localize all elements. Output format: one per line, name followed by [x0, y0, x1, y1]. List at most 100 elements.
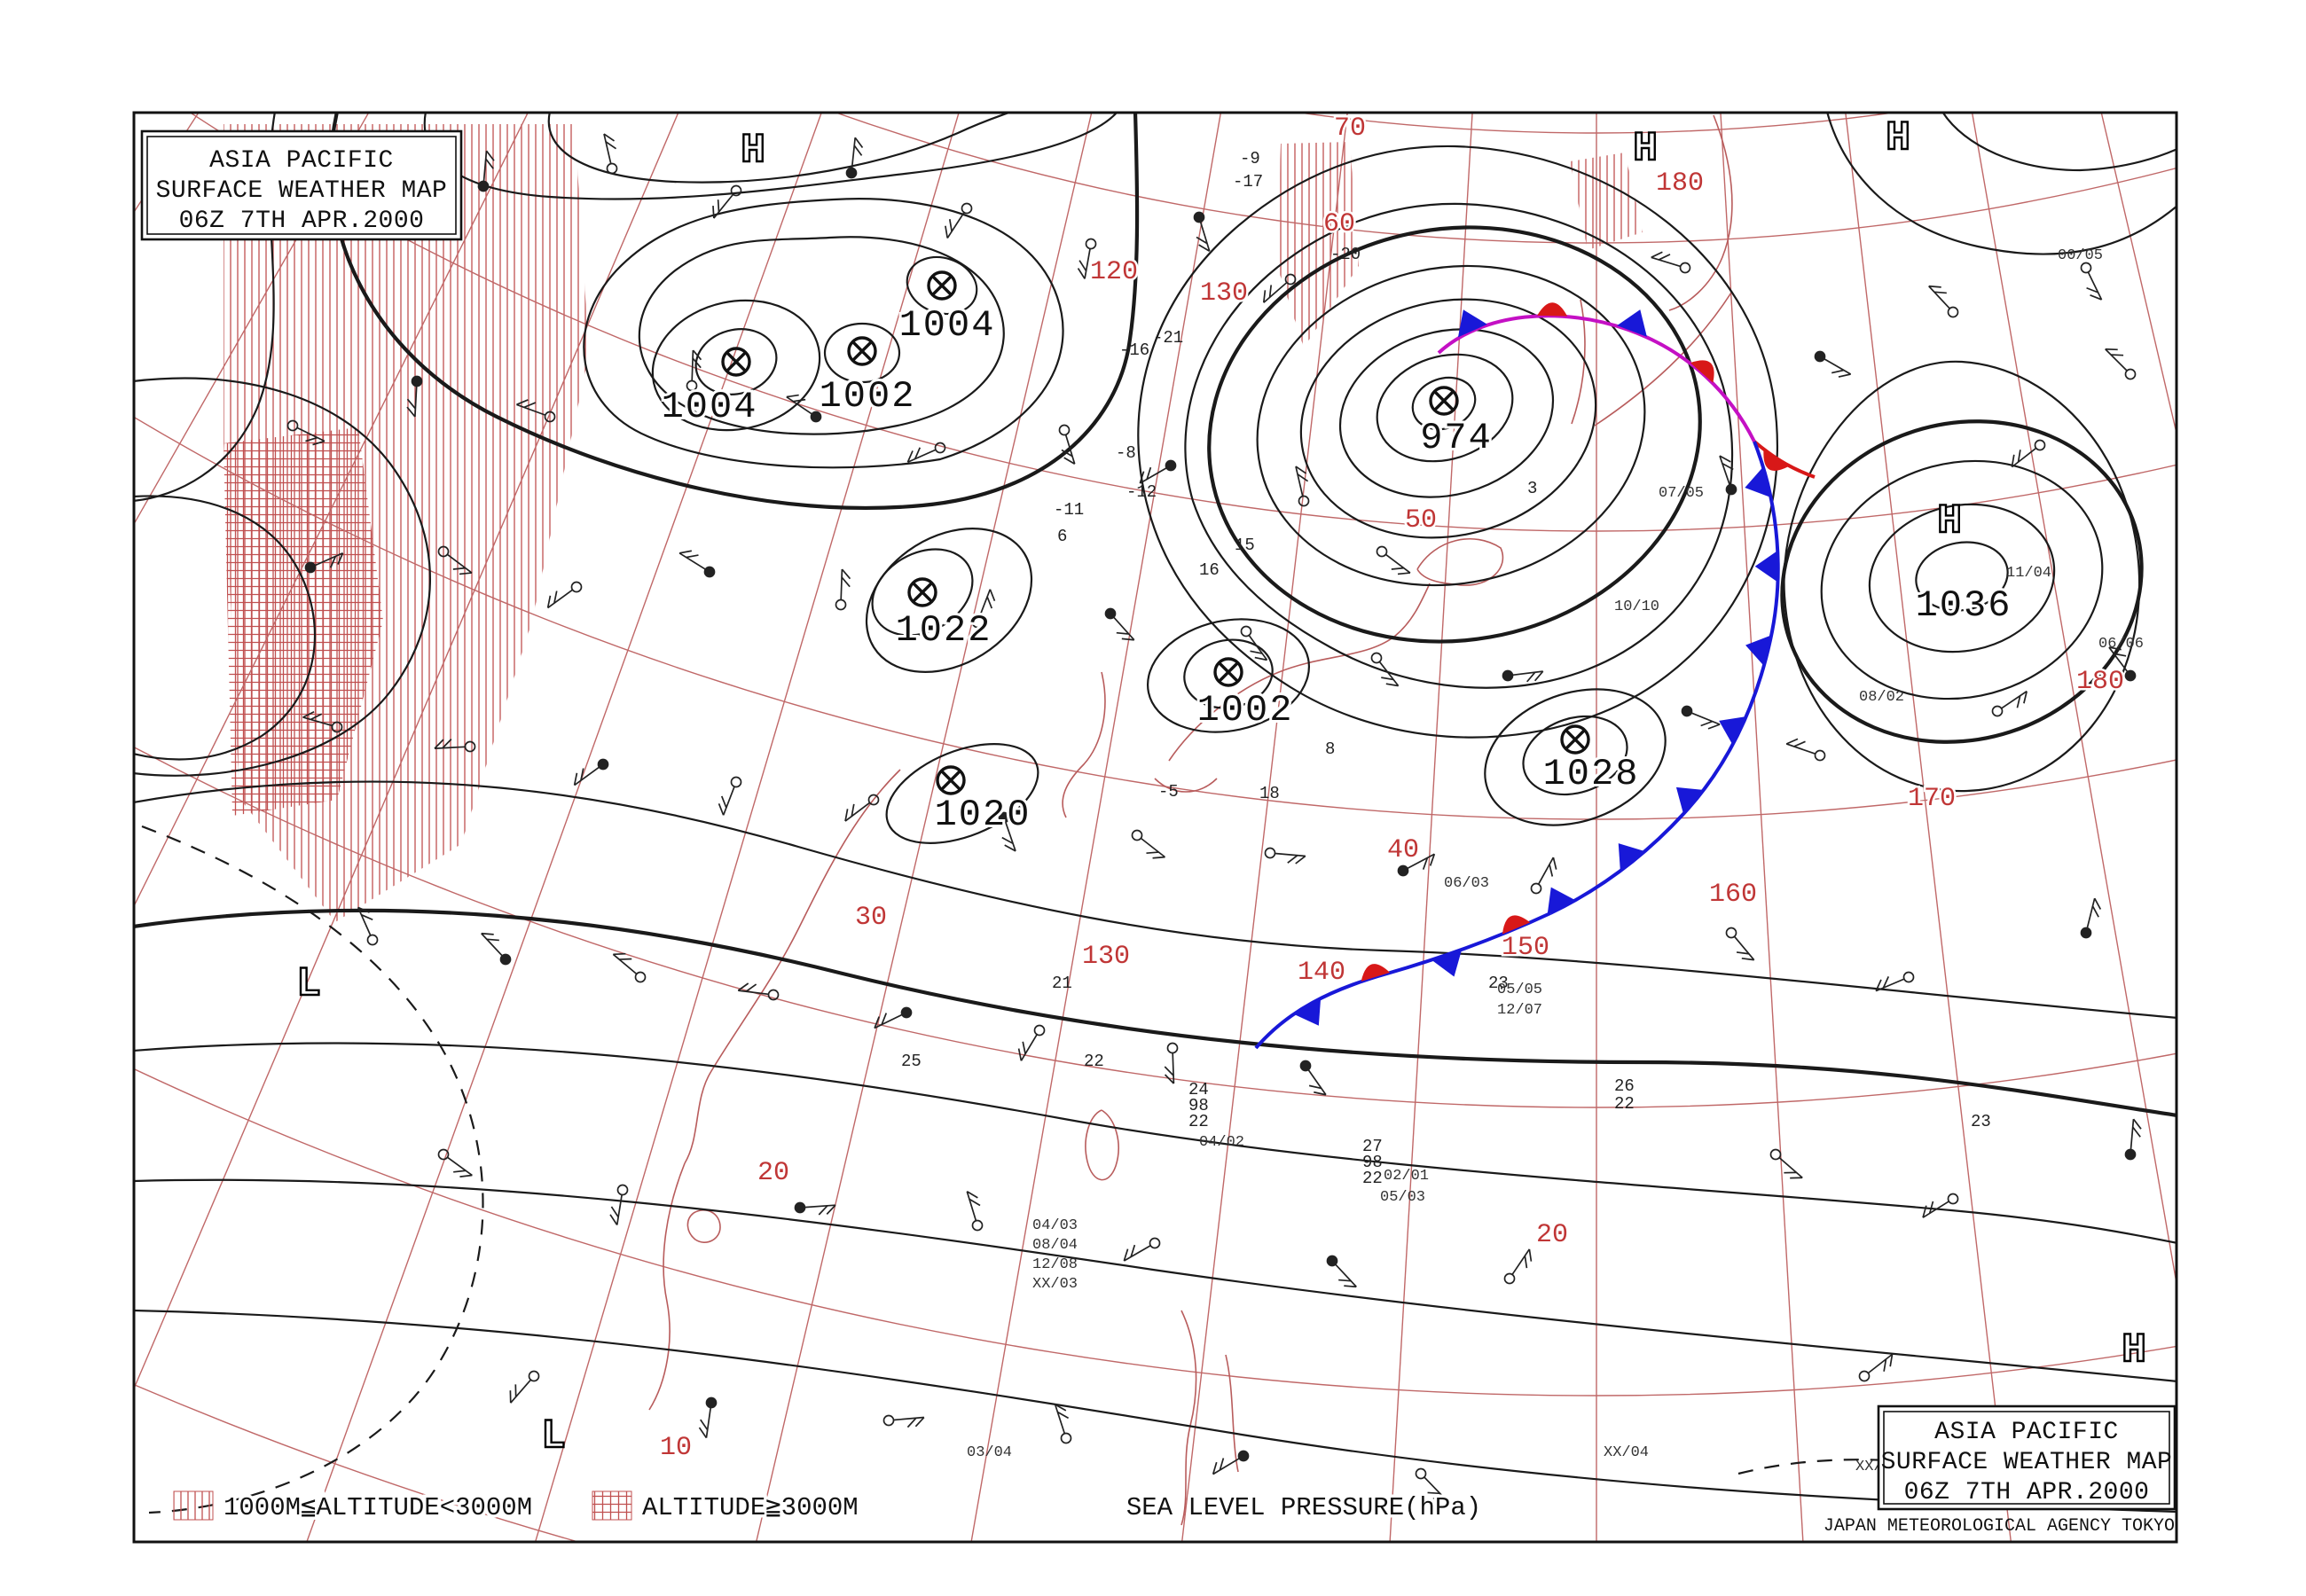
- cold-front-triangle: [1457, 309, 1487, 338]
- isobar: [1868, 503, 2056, 653]
- cold-front-triangle: [1547, 887, 1576, 915]
- low-pressure-center: 1028: [1541, 724, 1640, 798]
- pressure-value: 1022: [896, 609, 992, 652]
- station-plot: [1928, 285, 1959, 318]
- longitude-line: [755, 113, 1093, 1542]
- title-box-frame: [1877, 1404, 2177, 1511]
- station-plot: [1299, 1060, 1327, 1096]
- graticule-label: 50: [1405, 505, 1437, 536]
- pressure-letter-H: H: [2122, 1327, 2146, 1373]
- front-layer: [1254, 302, 1816, 1050]
- low-pressure-center: 1002: [1195, 657, 1294, 734]
- graticule-label: 140: [1298, 958, 1345, 988]
- station-value: -11: [1054, 500, 1084, 520]
- station-plot: [1212, 1450, 1250, 1475]
- station-plot: [686, 349, 702, 392]
- station-note: 05/05: [1497, 982, 1542, 998]
- station-plot: [2080, 262, 2103, 301]
- station-plot: [1769, 1148, 1803, 1179]
- longitude-line: [534, 113, 960, 1542]
- graticule-label: 130: [1200, 278, 1248, 309]
- terrain-hatch-region: [224, 427, 383, 816]
- warm-front-semicircle: [1763, 450, 1789, 471]
- station-plot: [516, 399, 556, 423]
- station-plot: [1017, 1024, 1046, 1061]
- station-plot: [882, 1414, 925, 1428]
- station-plot: [845, 137, 864, 179]
- longitude-line: [134, 113, 679, 1390]
- map-title: ASIA PACIFIC: [209, 147, 394, 175]
- cold-front: [1547, 441, 1780, 915]
- warm-front-semicircle: [1537, 302, 1568, 317]
- isobar: [1411, 376, 1477, 431]
- station-value: 27: [1362, 1137, 1383, 1156]
- cold-front-triangle: [1293, 998, 1322, 1026]
- station-note: 07/05: [1659, 485, 1704, 502]
- low-pressure-center: 1002: [817, 336, 916, 420]
- graticule-label: 160: [1709, 880, 1757, 910]
- cold-front-triangle: [1745, 466, 1771, 498]
- isobar: [823, 322, 901, 384]
- warm-front-semicircle: [1690, 360, 1714, 383]
- coastline: [684, 769, 901, 1164]
- station-value: -17: [1233, 172, 1263, 192]
- station-value: 24: [1188, 1080, 1209, 1099]
- isobar: [134, 1042, 2177, 1244]
- station-note: 12/08: [1032, 1256, 1078, 1273]
- low-center-symbol: [907, 577, 937, 607]
- low-center-symbol: [1213, 657, 1243, 687]
- low-center-symbol: [927, 270, 957, 301]
- station-note: 05/03: [1380, 1189, 1425, 1206]
- pressure-value: 1002: [820, 375, 916, 418]
- isobar: [1522, 715, 1628, 796]
- station-plot: [874, 1006, 913, 1029]
- agency-credit: JAPAN METEOROLOGICAL AGENCY TOKYO: [1824, 1516, 2175, 1537]
- letter-marker-layer: H H H L L H: [295, 114, 2147, 1460]
- isobar: [583, 198, 1064, 469]
- low-pressure-center: 1020: [932, 765, 1031, 839]
- station-plot: [612, 952, 647, 983]
- low-pressure-center: 974: [1417, 386, 1494, 462]
- station-value: 3: [1527, 479, 1537, 498]
- coastline: [1668, 114, 1733, 311]
- coastline: [686, 1209, 721, 1243]
- station-plot: [2011, 439, 2046, 468]
- graticule-label: 120: [1090, 257, 1138, 287]
- hatch-swatch-mid-altitude: [173, 1490, 214, 1521]
- isobar: [141, 825, 484, 1514]
- legend-mid-altitude: 1000M≦ALTITUDE<3000M: [224, 1493, 532, 1522]
- station-value: -20: [1330, 245, 1361, 264]
- station-plot: [2108, 646, 2137, 682]
- coastline: [1571, 299, 1586, 425]
- terrain-hatch-layer: [224, 124, 1643, 922]
- longitude-line: [1971, 113, 2177, 1287]
- isobar: [1338, 328, 1555, 498]
- isobar: [1207, 225, 1702, 644]
- station-plot: [678, 550, 716, 578]
- station-plot: [1785, 738, 1826, 762]
- cold-front-triangle: [1754, 550, 1778, 583]
- station-plot: [794, 1201, 836, 1216]
- stationary-front: [1254, 911, 1551, 1050]
- coastline: [1168, 583, 1431, 762]
- graticule-label: 180: [2076, 667, 2124, 697]
- station-value: -16: [1119, 340, 1149, 360]
- station-plot: [1681, 705, 1721, 730]
- station-plot: [304, 552, 344, 574]
- station-value: 22: [1188, 1112, 1209, 1131]
- low-center-symbol: [1560, 724, 1590, 755]
- pressure-value: 1028: [1543, 753, 1640, 795]
- station-plot: [573, 758, 609, 786]
- station-plot: [1397, 853, 1436, 877]
- station-plot: [1922, 1193, 1959, 1218]
- map-datetime: 06Z 7TH APR.2000: [1904, 1479, 2150, 1506]
- station-note: 04/02: [1199, 1134, 1244, 1151]
- station-plot: [2105, 348, 2137, 380]
- graticule-label: 10: [660, 1433, 692, 1463]
- isobar: [1183, 638, 1274, 709]
- isobar: [865, 528, 1033, 673]
- legend: 1000M≦ALTITUDE<3000M ALTITUDE≧3000M SEA …: [173, 1490, 1485, 1526]
- isobar: [1484, 688, 1667, 826]
- station-note: 08/02: [1859, 689, 1904, 706]
